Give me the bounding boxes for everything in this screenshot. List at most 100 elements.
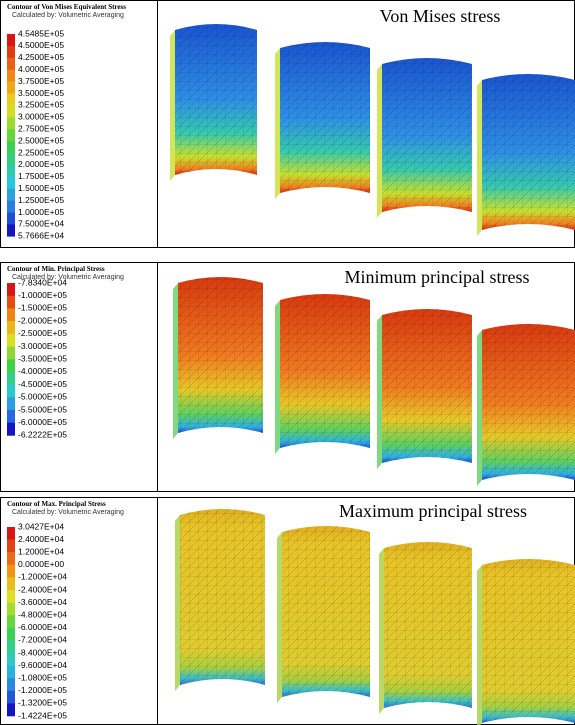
legend-level: 1.5000E+05 — [18, 183, 64, 193]
panel: Contour of Min. Principal StressCalculat… — [0, 262, 575, 492]
legend-swatch — [7, 690, 15, 704]
blade-side — [377, 64, 382, 218]
legend-swatch — [7, 105, 15, 118]
legend-swatch — [7, 384, 15, 398]
legend-level: -8.4000E+04 — [18, 647, 67, 657]
legend-level: -7.8340E+04 — [18, 277, 67, 287]
legend-level: 2.0000E+05 — [18, 159, 64, 169]
blade-mesh — [178, 277, 263, 433]
legend-swatch — [7, 57, 15, 70]
legend-swatch — [7, 164, 15, 178]
legend-level: -1.3200E+05 — [18, 698, 67, 708]
legend-level: 4.5000E+05 — [18, 40, 64, 50]
legend-swatch — [7, 602, 15, 616]
legend-swatch — [7, 577, 15, 591]
legend-level: -1.0000E+05 — [18, 290, 67, 300]
legend-subtitle: Calculated by: Volumetric Averaging — [12, 509, 124, 516]
legend-subtitle: Calculated by: Volumetric Averaging — [12, 274, 124, 281]
legend-level: -2.5000E+05 — [18, 328, 67, 338]
legend-swatch — [7, 129, 15, 142]
legend-swatch — [7, 539, 15, 553]
legend-swatch — [7, 564, 15, 578]
legend-level: -6.0000E+04 — [18, 622, 67, 632]
blade-side — [477, 330, 482, 486]
legend-swatch — [7, 321, 15, 335]
legend-swatch — [7, 346, 15, 360]
legend-level: -1.2000E+05 — [18, 685, 67, 695]
blade-mesh — [175, 24, 257, 175]
legend-level: -1.2000E+04 — [18, 572, 67, 582]
legend-swatch — [7, 188, 15, 201]
caption: Maximum principal stress — [339, 501, 527, 521]
legend-swatch — [7, 678, 15, 692]
legend-box — [0, 262, 158, 492]
legend-level: -4.5000E+05 — [18, 379, 67, 389]
legend-level: -4.0000E+05 — [18, 366, 67, 376]
legend-level: -5.5000E+05 — [18, 404, 67, 414]
legend-box — [0, 497, 158, 725]
legend-swatch — [7, 295, 15, 309]
legend-swatch — [7, 703, 15, 717]
legend-level: -2.4000E+04 — [18, 584, 67, 594]
legend-swatch — [7, 627, 15, 641]
legend-swatch — [7, 527, 15, 540]
legend-swatch — [7, 141, 15, 154]
legend-level: 1.2000E+04 — [18, 546, 64, 556]
legend-level: -3.5000E+05 — [18, 353, 67, 363]
legend-swatch — [7, 552, 15, 566]
legend-level: 2.7500E+05 — [18, 123, 64, 133]
legend-level: 3.5000E+05 — [18, 88, 64, 98]
legend-level: 4.2500E+05 — [18, 52, 64, 62]
legend-level: 2.2500E+05 — [18, 147, 64, 157]
blade-mesh — [384, 542, 472, 708]
legend-level: 0.0000E+00 — [18, 559, 64, 569]
blade-side — [477, 80, 482, 236]
blade-mesh — [280, 294, 370, 448]
legend-swatch — [7, 359, 15, 373]
panel: Contour of Von Mises Equivalent StressCa… — [0, 0, 575, 248]
legend-level: -2.0000E+05 — [18, 315, 67, 325]
legend-swatch — [7, 410, 15, 423]
legend-level: 1.7500E+05 — [18, 171, 64, 181]
legend-title: Contour of Max. Principal Stress — [7, 500, 106, 508]
legend-level: 3.7500E+05 — [18, 76, 64, 86]
blade-side — [377, 315, 382, 469]
legend-swatch — [7, 653, 15, 666]
legend-level: -3.6000E+04 — [18, 597, 67, 607]
legend-swatch — [7, 224, 15, 237]
legend-swatch — [7, 212, 15, 225]
caption: Minimum principal stress — [345, 267, 530, 287]
blade-mesh — [482, 74, 575, 230]
legend-swatch — [7, 283, 15, 296]
legend-level: 3.2500E+05 — [18, 100, 64, 110]
blade-side — [275, 48, 280, 199]
legend-level: 2.5000E+05 — [18, 135, 64, 145]
legend-swatch — [7, 640, 15, 654]
legend-swatch — [7, 333, 15, 347]
legend-swatch — [7, 371, 15, 385]
legend-swatch — [7, 200, 15, 213]
legend-level: 4.5485E+05 — [18, 28, 64, 38]
legend-level: 1.2500E+05 — [18, 195, 64, 205]
legend-level: -1.4224E+05 — [18, 710, 67, 720]
blade-side — [379, 548, 384, 714]
blade-side — [170, 30, 175, 181]
blade-mesh — [482, 324, 575, 480]
legend-swatch — [7, 422, 15, 436]
legend-box — [0, 0, 158, 248]
blade-side — [275, 300, 280, 454]
legend-swatch — [7, 81, 15, 94]
legend-level: 3.0427E+04 — [18, 521, 64, 531]
legend-swatch — [7, 308, 15, 322]
blade-mesh — [180, 509, 265, 685]
legend-swatch — [7, 397, 15, 411]
legend-swatch — [7, 665, 15, 679]
legend-level: 7.5000E+04 — [18, 219, 64, 229]
legend-swatch — [7, 176, 15, 189]
legend-level: -1.5000E+05 — [18, 303, 67, 313]
legend-level: -7.2000E+04 — [18, 635, 67, 645]
legend-level: 4.0000E+05 — [18, 64, 64, 74]
legend-swatch — [7, 34, 15, 47]
legend-swatch — [7, 153, 15, 166]
